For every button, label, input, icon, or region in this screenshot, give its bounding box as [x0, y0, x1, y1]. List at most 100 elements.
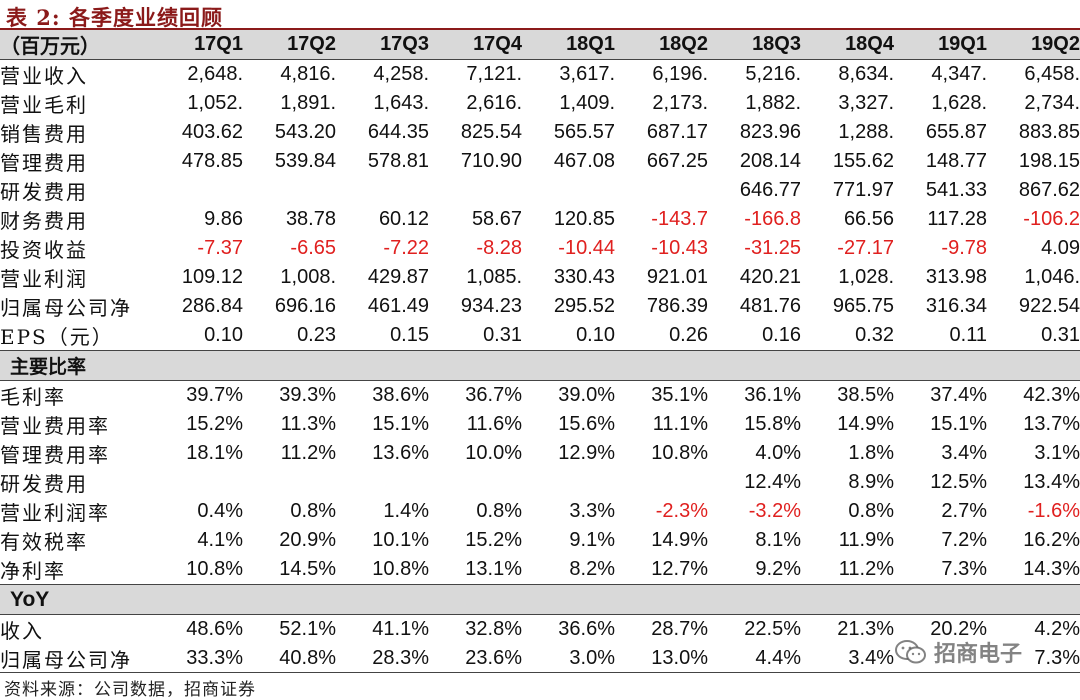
table-cell: 0.8%: [848, 500, 894, 522]
income-statement-body: 营业收入 2,648. 4,816. 4,258. 7,121. 3,617. 6,196.…: [0, 60, 1080, 674]
table-cell: 1,008.: [280, 266, 336, 288]
table-cell: 295.52: [553, 295, 615, 317]
table-row: 管理费用率 18.1% 11.2% 13.6% 10.0% 12.9% 10.8% 4.0% 1…: [0, 439, 1080, 468]
table-cell: [336, 176, 429, 205]
table-cell: 0.31: [1041, 324, 1080, 346]
table-cell: 1,628.: [931, 92, 987, 114]
table-row: 研发费用 646.77 771.97 541.33 867.62: [0, 176, 1080, 205]
table-cell: 15.2%: [465, 529, 522, 551]
table-cell: 4.09: [1041, 237, 1080, 259]
table-cell: 786.39: [646, 295, 708, 317]
ratios-section-header: 主要比率: [0, 350, 1080, 381]
table-cell: 429.87: [367, 266, 429, 288]
table-cell: 208.14: [739, 150, 801, 172]
table-row: 投资收益 -7.37 -6.65 -7.22 -8.28 -10.44 -10.43 -31.…: [0, 234, 1080, 263]
table-cell: 36.1%: [744, 384, 801, 406]
table-cell: 66.56: [843, 208, 894, 230]
table-cell: -10.43: [651, 237, 708, 259]
table-cell: 3.3%: [569, 500, 615, 522]
table-cell: [243, 176, 336, 205]
table-cell: -7.22: [383, 237, 429, 259]
table-cell: 0.32: [855, 324, 894, 346]
table-row: 营业利润 109.12 1,008. 429.87 1,085. 330.43 921.01…: [0, 263, 1080, 292]
table-cell: 4.1%: [197, 529, 243, 551]
table-cell: 0.4%: [197, 500, 243, 522]
table-cell: 541.33: [925, 179, 987, 201]
row-label: 净利率: [0, 559, 66, 583]
table-cell: 28.7%: [651, 618, 708, 640]
source-footnote: 资料来源：公司数据，招商证券: [4, 680, 256, 700]
table-cell: [615, 176, 708, 205]
column-header: 17Q2: [243, 30, 336, 60]
table-cell: 11.1%: [652, 413, 708, 435]
row-label: 营业费用率: [0, 414, 110, 438]
table-cell: 4,816.: [280, 63, 336, 85]
table-cell: 965.75: [832, 295, 894, 317]
table-cell: -1.6%: [1027, 500, 1080, 522]
table-row: 归属母公司净 33.3% 40.8% 28.3% 23.6% 3.0% 13.0% 4.4% 3…: [0, 644, 1080, 673]
table-cell: 120.85: [553, 208, 615, 230]
row-label: 归属母公司净: [0, 648, 132, 672]
table-cell: -143.7: [651, 208, 708, 230]
table-cell: 8.1%: [755, 529, 801, 551]
wechat-icon: [895, 640, 926, 664]
table-cell: 2.7%: [941, 500, 987, 522]
table-cell: 316.34: [925, 295, 987, 317]
table-cell: 14.5%: [279, 558, 336, 580]
table-cell: 646.77: [739, 179, 801, 201]
table-cell: [429, 176, 522, 205]
table-cell: 2,648.: [187, 63, 243, 85]
table-cell: 286.84: [181, 295, 243, 317]
column-header: 18Q4: [801, 30, 894, 60]
row-label: 研发费用: [0, 472, 88, 496]
table-cell: 58.67: [471, 208, 522, 230]
table-cell: 9.2%: [755, 558, 801, 580]
table-cell: 14.3%: [1023, 558, 1080, 580]
table-cell: [243, 468, 336, 497]
table-cell: 117.28: [927, 208, 987, 230]
table-cell: 478.85: [181, 150, 243, 172]
table-row: 归属母公司净 286.84 696.16 461.49 934.23 295.52 786.…: [0, 292, 1080, 321]
table-cell: 0.31: [483, 324, 522, 346]
table-cell: 15.1%: [372, 413, 429, 435]
table-cell: 330.43: [553, 266, 615, 288]
row-label: 财务费用: [0, 209, 88, 233]
table-cell: 10.1%: [372, 529, 429, 551]
table-cell: 4,347.: [931, 63, 987, 85]
table-cell: 15.6%: [558, 413, 615, 435]
table-cell: 10.8%: [186, 558, 243, 580]
table-cell: 41.1%: [372, 618, 429, 640]
unit-label: （百万元）: [0, 30, 150, 60]
table-cell: 3.0%: [569, 647, 615, 669]
table-cell: 6,196.: [652, 63, 708, 85]
table-cell: 823.96: [739, 121, 801, 143]
table-cell: 922.54: [1018, 295, 1080, 317]
table-cell: 1.4%: [383, 500, 429, 522]
table-cell: 15.2%: [186, 413, 243, 435]
table-cell: 4,258.: [373, 63, 429, 85]
table-cell: 155.62: [832, 150, 894, 172]
table-cell: 0.16: [762, 324, 801, 346]
table-cell: 481.76: [739, 295, 801, 317]
table-cell: 1,046.: [1024, 266, 1080, 288]
table-cell: 6,458.: [1024, 63, 1080, 85]
table-row: 营业利润率 0.4% 0.8% 1.4% 0.8% 3.3% -2.3% -3.2% 0.8% 2…: [0, 497, 1080, 526]
table-cell: 9.86: [204, 208, 243, 230]
table-row: 营业费用率 15.2% 11.3% 15.1% 11.6% 15.6% 11.1% 15.8%…: [0, 410, 1080, 439]
table-cell: 38.6%: [372, 384, 429, 406]
table-cell: 3,617.: [559, 63, 615, 85]
table-cell: 0.8%: [290, 500, 336, 522]
table-cell: 687.17: [646, 121, 708, 143]
table-cell: -9.78: [941, 237, 987, 259]
row-label: 投资收益: [0, 238, 88, 262]
column-header: 17Q1: [150, 30, 243, 60]
table-cell: 710.90: [460, 150, 522, 172]
table-cell: 20.9%: [279, 529, 336, 551]
row-label: 管理费用: [0, 151, 88, 175]
table-cell: 148.77: [925, 150, 987, 172]
table-cell: 11.6%: [466, 413, 522, 435]
table-cell: 0.23: [297, 324, 336, 346]
table-cell: 2,173.: [652, 92, 708, 114]
table-cell: 7.2%: [941, 529, 987, 551]
table-cell: 7.3%: [941, 558, 987, 580]
